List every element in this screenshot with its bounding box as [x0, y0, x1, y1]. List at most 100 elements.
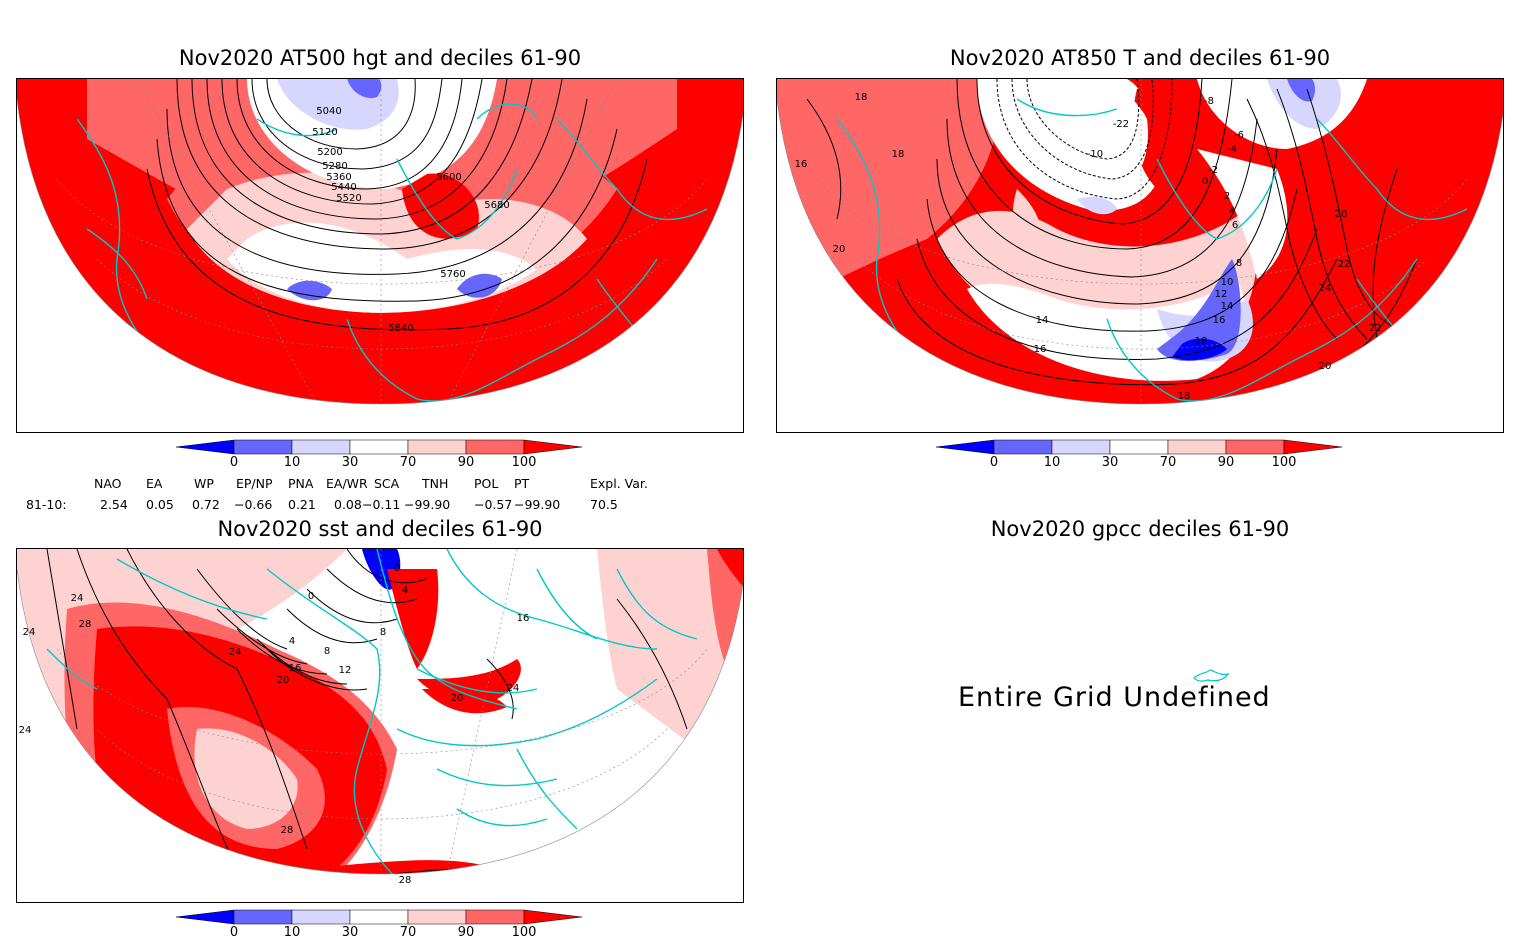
- index-header-explvar: Expl. Var.: [590, 476, 648, 491]
- index-value-wp: 0.72: [192, 497, 220, 512]
- temperature-contours: [806, 79, 1418, 386]
- colorbar-above-100: [523, 909, 583, 925]
- contour-label: -2: [1208, 165, 1218, 176]
- t850-colorbar: 0 10 30 70 90 100: [935, 439, 1343, 473]
- index-header-ea: EA: [146, 476, 163, 491]
- colorbar-tick-label: 0: [229, 455, 239, 470]
- contour-label: 8: [380, 627, 386, 638]
- contour-label: 16: [1034, 344, 1047, 355]
- colorbar-below-0: [175, 909, 235, 925]
- index-value-explvar: 70.5: [590, 497, 618, 512]
- index-header-pna: PNA: [288, 476, 314, 491]
- colorbar-segment: [1167, 439, 1227, 455]
- contour-label: 24: [19, 725, 32, 736]
- hgt500-map: 5040 5120 5200 5280 5360 5440 5520 5600 …: [16, 78, 744, 433]
- index-value-nao: 2.54: [100, 497, 128, 512]
- index-header-epnp: EP/NP: [236, 476, 273, 491]
- contour-labels: 18 18 16 20 -8 -6 -4 -22 -10 -2 2 0 4 6 …: [795, 92, 1382, 402]
- colorbar-tick-label: 70: [399, 455, 417, 470]
- index-header-tnh: TNH: [422, 476, 449, 491]
- colorbar-segment: [349, 909, 409, 925]
- index-header-sca: SCA: [374, 476, 400, 491]
- t850-map: 18 18 16 20 -8 -6 -4 -22 -10 -2 2 0 4 6 …: [776, 78, 1504, 433]
- colorbar-segment: [993, 439, 1053, 455]
- decile-0-10-area: [1287, 79, 1316, 102]
- contour-label: 5600: [436, 172, 461, 183]
- colorbar-above-100: [523, 439, 583, 455]
- t850-title: Nov2020 AT850 T and deciles 61-90: [949, 46, 1331, 70]
- index-value-ea: 0.05: [146, 497, 174, 512]
- decile-10-30-area: [1267, 79, 1341, 129]
- decile-90-100-area: [777, 79, 999, 309]
- index-header-pol: POL: [474, 476, 499, 491]
- colorbar-tick-label: 30: [1101, 455, 1119, 470]
- decile-above-100-area: [277, 860, 507, 874]
- decile-0-10-area: [457, 273, 502, 298]
- decile-70-90-area: [194, 728, 298, 829]
- contour-label: -6: [1234, 130, 1244, 141]
- contour-label: 24: [23, 627, 36, 638]
- contour-label: 20: [277, 675, 290, 686]
- contour-label: 5360: [326, 172, 351, 183]
- colorbar-tick-label: 100: [511, 925, 537, 940]
- contour-label: -22: [1113, 119, 1129, 130]
- decile-above-100-area: [387, 569, 439, 669]
- index-value-sca: −0.11: [362, 497, 401, 512]
- colorbar-tick-label: 10: [1043, 455, 1061, 470]
- contour-label: 20: [451, 693, 464, 704]
- colorbar-tick-label: 0: [989, 455, 999, 470]
- colorbar-segment: [349, 439, 409, 455]
- decile-above-100-area: [1133, 89, 1181, 189]
- decile-0-10-area: [1157, 259, 1241, 361]
- contour-label: 0: [394, 563, 400, 574]
- colorbar-tick-label: 70: [1159, 455, 1177, 470]
- contour-label: 18: [1195, 336, 1208, 347]
- index-header-pt: PT: [514, 476, 530, 491]
- contour-label: -4: [1227, 144, 1237, 155]
- decile-10-30-area: [1077, 197, 1117, 215]
- index-row-label: 81-10:: [26, 497, 67, 512]
- contour-label: 18: [1178, 391, 1191, 402]
- colorbar-above-100: [1283, 439, 1343, 455]
- gpcc-title: Nov2020 gpcc deciles 61-90: [990, 517, 1290, 541]
- decile-30-70-area: [1007, 79, 1148, 189]
- decile-above-100-area: [717, 549, 743, 589]
- contour-label: 14: [1036, 315, 1049, 326]
- index-value-pol: −0.57: [474, 497, 513, 512]
- contour-label: 20: [833, 244, 846, 255]
- contour-label: 20: [1335, 209, 1348, 220]
- colorbar-below-0: [175, 439, 235, 455]
- undefined-grid-message: Entire Grid Undefined: [958, 682, 1271, 713]
- colorbar-below-0: [935, 439, 995, 455]
- index-value-pt: −99.90: [514, 497, 561, 512]
- colorbar-segment: [291, 439, 351, 455]
- colorbar-tick-label: 10: [283, 455, 301, 470]
- colorbar-segment: [233, 909, 293, 925]
- graticule: [816, 79, 1468, 404]
- contour-label: 28: [79, 619, 92, 630]
- hgt500-colorbar: 0 10 30 70 90 100: [175, 439, 583, 473]
- contour-label: 12: [1215, 289, 1228, 300]
- colorbar-segment: [407, 439, 467, 455]
- colorbar-tick-label: 30: [341, 925, 359, 940]
- colorbar-tick-label: 30: [341, 455, 359, 470]
- contour-label: 5680: [484, 200, 509, 211]
- contour-label: 4: [402, 585, 408, 596]
- contour-label: 16: [1213, 315, 1226, 326]
- index-value-eawr: 0.08: [334, 497, 362, 512]
- colorbar-tick-label: 90: [457, 455, 475, 470]
- contour-label: 16: [289, 663, 302, 674]
- contour-label: 5840: [388, 323, 413, 334]
- contour-label: 8: [324, 646, 330, 657]
- sst-colorbar: 0 10 30 70 90 100: [175, 909, 583, 943]
- sst-map: 24 24 28 24 20 16 12 8 4 0 0 4 8 16 24 2…: [16, 548, 744, 903]
- decile-30-70-area: [1197, 149, 1288, 279]
- contour-label: 28: [399, 875, 412, 886]
- contour-label: 4: [289, 636, 295, 647]
- decile-above-100-area: [422, 689, 507, 714]
- contour-label: 0: [1202, 176, 1208, 187]
- contour-label: 20: [1319, 361, 1332, 372]
- contour-label: 24: [229, 647, 242, 658]
- colorbar-segment: [1109, 439, 1169, 455]
- contour-label: 12: [339, 665, 352, 676]
